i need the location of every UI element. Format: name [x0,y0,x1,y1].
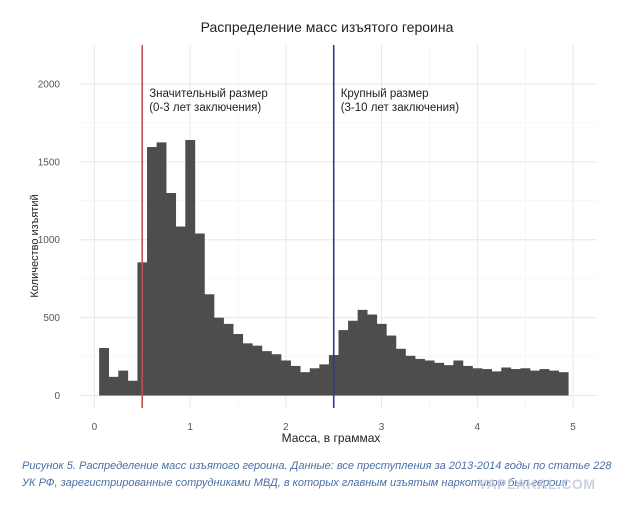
histogram-bar [223,323,234,396]
histogram-bar [242,343,253,396]
histogram-bar [233,333,244,396]
histogram-bar [204,294,215,396]
histogram-bar [290,365,301,396]
histogram-bar [539,369,550,396]
watermark: YAPLAKAL.COM [478,476,596,492]
histogram-bar [558,372,569,396]
histogram-bar [108,376,119,396]
histogram-bar [127,380,138,396]
x-tick-label: 3 [379,422,385,433]
histogram-bar [376,323,387,396]
histogram-bar [482,369,492,396]
y-tick-label: 500 [43,313,60,324]
histogram-bar [319,364,330,396]
reference-lines: Значительный размер (0-3 лет заключения) К… [141,45,460,408]
histogram-bar [214,317,224,396]
histogram-bar [520,368,531,396]
histogram-bar [99,348,110,396]
histogram-bar [309,368,320,396]
histogram-bar [443,365,454,396]
y-tick-label: 1500 [38,157,61,168]
histogram-bar [491,371,502,396]
histogram-bar [118,370,129,396]
threshold-label: Значительный размер [149,88,268,100]
histogram-bar [166,193,177,396]
x-axis-label: Масса, в граммах [282,431,381,445]
histogram-bar [549,370,560,396]
histogram-bar [453,360,464,396]
histogram-bar [367,314,378,396]
threshold-label: Крупный размер [341,88,429,100]
figure-caption: Рисунок 5. Распределение масс изъятого г… [22,460,612,489]
y-tick-label: 2000 [38,79,61,90]
histogram-bar [147,147,157,396]
threshold-sublabel: (3-10 лет заключения) [341,102,460,114]
histogram-bar [462,365,473,396]
y-tick-label: 0 [54,391,60,402]
x-tick-label: 2 [283,422,289,433]
histogram-bar [271,354,282,396]
histogram-bar [501,367,512,396]
axis-ticks: 0 1 2 3 4 5 0 500 1000 1500 2000 [38,79,577,433]
histogram-bar [194,233,205,396]
histogram-bar [300,372,311,396]
histogram-bar [348,320,358,396]
histogram-bar [386,335,397,396]
x-tick-label: 4 [475,422,481,433]
threshold-sublabel: (0-3 лет заключения) [149,102,261,114]
histogram-bar [510,369,521,396]
histogram-bar [281,360,291,396]
histogram-bar [415,358,425,396]
y-axis-label: Количество изъятий [29,194,41,297]
histogram-bar [529,370,540,396]
histogram-bar [472,368,483,396]
histogram-bar [357,309,368,396]
x-tick-label: 1 [187,422,193,433]
histogram-bar [405,355,416,396]
x-tick-label: 5 [570,422,576,433]
x-tick-label: 0 [92,422,98,433]
histogram-bar [424,360,435,396]
histogram-bar [252,345,263,396]
histogram-bar [395,348,406,396]
histogram-bar [175,226,186,396]
histogram-bar [434,362,445,396]
y-tick-label: 1000 [38,235,61,246]
histogram-bar [261,351,272,396]
histogram-bar [338,330,349,396]
histogram-bar [185,140,196,396]
histogram-bar [156,142,167,396]
chart-title: Распределение масс изъятого героина [201,19,454,35]
